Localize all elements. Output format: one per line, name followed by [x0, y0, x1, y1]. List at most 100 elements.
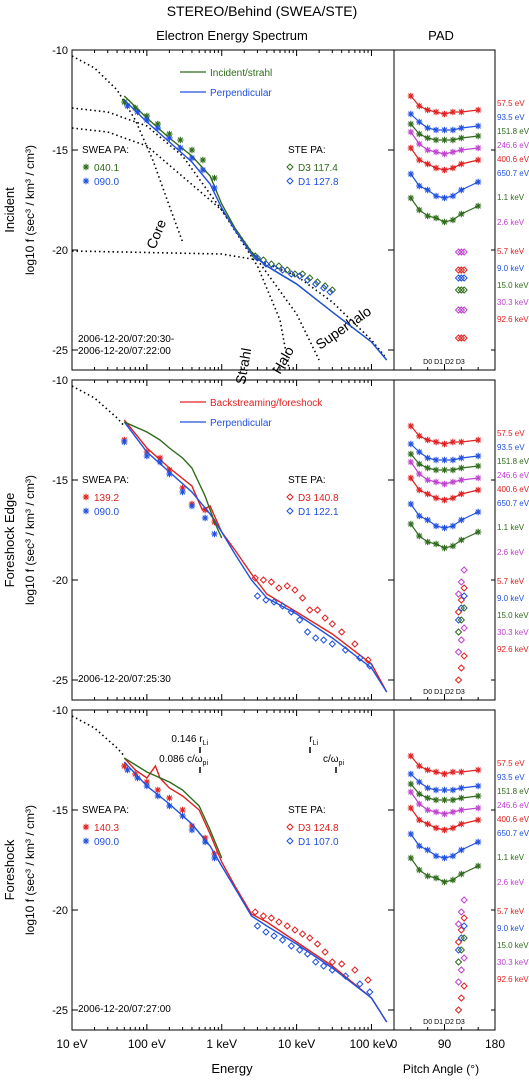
swea-point [154, 786, 162, 794]
pad-point [432, 148, 440, 156]
pad-point [474, 106, 482, 114]
y-tick-label: -25 [52, 1005, 68, 1017]
pad-point [449, 148, 457, 156]
pad-point [474, 144, 482, 152]
y-axis-label: log10 f (sec³ / km³ / cm³) [23, 145, 37, 275]
ste-title: STE PA: [288, 805, 326, 816]
pad-ste-point [457, 306, 466, 314]
swea-legend-marker [82, 823, 90, 831]
pad-ste-point [457, 248, 466, 256]
ste-point [253, 922, 262, 930]
pad-point [424, 794, 431, 802]
pad-point [449, 216, 457, 224]
y-tick-label: -15 [52, 805, 68, 817]
pad-ste-point [457, 274, 466, 282]
ste-point [306, 934, 314, 942]
energy-band-label: 5.7 keV [497, 577, 525, 586]
pad-point [432, 874, 440, 882]
swea-point [211, 184, 218, 192]
ste-point [364, 976, 372, 984]
pad-point [416, 866, 423, 874]
energy-band-label: 1.1 keV [497, 853, 525, 862]
pad-point [407, 110, 415, 118]
panels-group: -10 -15 -20 -25 Incident log10 f (sec³ / km³ … [2, 45, 529, 1051]
pad-ste-point [460, 334, 468, 342]
component-label: Core [143, 217, 169, 251]
timestamp: 2006-12-20/07:22:00 [78, 346, 171, 357]
ste-point [295, 272, 304, 280]
pad-ste-point [457, 266, 466, 274]
row-label: Incident [2, 187, 17, 233]
swea-point [134, 774, 141, 782]
component-label: Superhalo [313, 303, 375, 353]
pad-ste-point [460, 266, 468, 274]
pad-ste-point [457, 908, 466, 916]
pad-point [441, 854, 448, 862]
pad-tick-label: 0 [391, 1037, 398, 1051]
pad-point [416, 512, 423, 520]
ste-point [303, 276, 312, 284]
pad-point [407, 120, 415, 128]
y-tick-label: -25 [52, 345, 68, 357]
x-tick-label: 10 eV [56, 1037, 87, 1051]
energy-band-label: 151.8 eV [497, 127, 529, 136]
pad-point [458, 516, 465, 524]
ste-point [366, 988, 374, 996]
pad-point [458, 820, 465, 828]
ste-point [278, 266, 287, 274]
pad-point [424, 846, 431, 854]
swea-point [143, 782, 151, 790]
swea-point [166, 470, 173, 478]
energy-axis-label: Energy [211, 1061, 253, 1076]
pad-point [432, 438, 440, 446]
legend-label: Perpendicular [210, 418, 272, 429]
ste-legend-marker [286, 493, 294, 501]
series-line [123, 757, 388, 1023]
pad-ste-point [454, 306, 463, 314]
energy-band-label: 650.7 eV [497, 169, 529, 178]
swea-point [179, 484, 186, 492]
pad-ste-point [454, 274, 463, 282]
pad-point [458, 490, 465, 498]
energy-band-label: 57.5 eV [497, 759, 525, 768]
ste-point [295, 616, 304, 624]
swea-point [121, 438, 128, 446]
pad-point [449, 522, 457, 530]
pad-ste-point [460, 954, 468, 962]
pad-point [458, 438, 465, 446]
energy-band-label: 2.6 keV [497, 218, 525, 227]
pad-point [416, 762, 423, 770]
pad-point [424, 766, 431, 774]
pad-point [449, 768, 457, 776]
pad-point [449, 876, 457, 884]
swea-pa-value: 040.1 [94, 163, 119, 174]
swea-point [201, 834, 209, 842]
pad-point [432, 808, 440, 816]
swea-point [121, 98, 128, 106]
pad-point [449, 126, 457, 134]
pad-point [416, 448, 423, 456]
ste-point [312, 634, 320, 642]
core-extrapolation-curve [71, 385, 125, 427]
ste-point [283, 922, 291, 930]
pad-ste-point [460, 566, 468, 574]
pad-point [458, 454, 465, 462]
pad-point [407, 440, 415, 448]
energy-band-label: 30.3 keV [497, 958, 529, 967]
energy-band-label: 400.6 eV [497, 815, 529, 824]
ste-point [312, 280, 320, 288]
pad-ste-point [454, 248, 463, 256]
pad-point [449, 542, 457, 550]
swea-legend-marker [82, 837, 90, 845]
ste-point [267, 260, 276, 268]
legend-label: Backstreaming/foreshock [210, 398, 323, 409]
pad-ste-point [460, 914, 468, 922]
ste-point [278, 936, 287, 944]
pad-point [416, 432, 423, 440]
scale-marker-label: 0.086 c/ωpi [159, 754, 208, 767]
y-axis-label: log10 f (sec³ / km³ / cm³) [23, 475, 37, 605]
swea-point [166, 802, 173, 810]
pad-point [449, 786, 457, 794]
ste-point [351, 966, 359, 974]
energy-band-label: 5.7 keV [497, 247, 525, 256]
